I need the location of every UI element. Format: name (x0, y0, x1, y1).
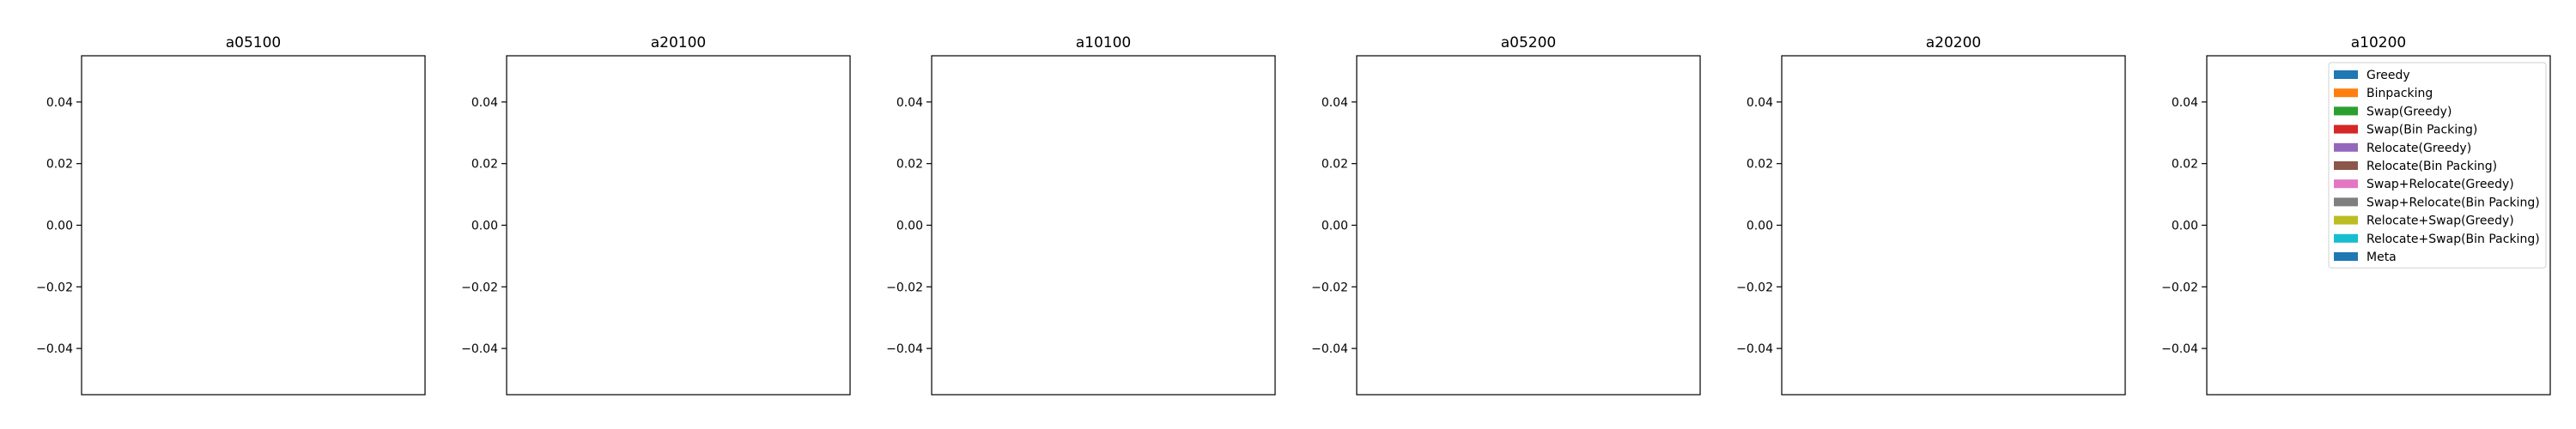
y-tick-label: −0.04 (1311, 342, 1348, 356)
y-tick-label: −0.04 (461, 342, 498, 356)
legend-label: Relocate+Swap(Greedy) (2366, 214, 2514, 228)
y-tick-label: −0.02 (1736, 281, 1773, 294)
subplot-title: a05100 (226, 34, 282, 51)
legend-box (2328, 62, 2547, 269)
legend-swatch (2334, 88, 2358, 98)
legend-swatch (2334, 197, 2358, 207)
y-tick-label: 0.02 (1747, 158, 1773, 172)
y-tick-label: 0.00 (2172, 220, 2198, 233)
legend-swatch (2334, 233, 2358, 243)
y-tick-label: 0.00 (1747, 220, 1773, 233)
legend-label: Greedy (2366, 69, 2410, 82)
subplot-a20100: a20100 0.04 0.02 0.00 −0.02 −0.04 (461, 34, 851, 396)
subplot-a05100: a05100 0.04 0.02 0.00 −0.02 −0.04 (36, 34, 426, 396)
y-tick-label: 0.02 (896, 158, 923, 172)
y-tick-label: 0.02 (1321, 158, 1348, 172)
y-tick-label: −0.04 (2161, 342, 2198, 356)
y-tick-label: −0.02 (1311, 281, 1348, 294)
legend-swatch (2334, 70, 2358, 79)
subplot-title: a20100 (651, 34, 707, 51)
subplot-a10100: a10100 0.04 0.02 0.00 −0.02 −0.04 (886, 34, 1276, 396)
legend-swatch (2334, 179, 2358, 189)
y-tick-label: −0.02 (461, 281, 498, 294)
plot-frame (931, 55, 1276, 396)
y-tick-label: 0.04 (1321, 96, 1348, 110)
subplot-a20200: a20200 0.04 0.02 0.00 −0.02 −0.04 (1736, 34, 2126, 396)
plot-frame (1781, 55, 2126, 396)
y-tick-label: 0.04 (2172, 96, 2198, 110)
legend-label: Swap+Relocate(Greedy) (2366, 178, 2514, 191)
legend-swatch (2334, 124, 2358, 134)
y-tick-label: −0.04 (36, 342, 73, 356)
legend-label: Relocate(Greedy) (2366, 142, 2471, 155)
y-tick-label: 0.04 (896, 96, 923, 110)
subplot-a05200: a05200 0.04 0.02 0.00 −0.02 −0.04 (1311, 34, 1701, 396)
legend: Greedy Binpacking Swap(Greedy) Swap(Bin Pac… (2328, 62, 2547, 269)
plot-frame (506, 55, 851, 396)
subplot-title: a05200 (1501, 34, 1557, 51)
y-tick-label: −0.02 (886, 281, 923, 294)
legend-swatch (2334, 252, 2358, 261)
plot-frame (81, 55, 426, 396)
legend-label: Relocate(Bin Packing) (2366, 160, 2497, 173)
y-tick-label: 0.04 (46, 96, 73, 110)
y-tick-label: −0.02 (36, 281, 73, 294)
y-tick-label: 0.00 (46, 220, 73, 233)
legend-label: Binpacking (2366, 87, 2433, 100)
y-tick-label: 0.04 (471, 96, 498, 110)
y-tick-label: 0.02 (46, 158, 73, 172)
y-tick-label: 0.00 (471, 220, 498, 233)
y-tick-label: 0.00 (896, 220, 923, 233)
y-tick-label: 0.02 (2172, 158, 2198, 172)
legend-label: Swap(Bin Packing) (2366, 124, 2477, 137)
y-tick-label: 0.04 (1747, 96, 1773, 110)
legend-swatch (2334, 161, 2358, 170)
subplot-title: a10100 (1076, 34, 1132, 51)
legend-label: Swap+Relocate(Bin Packing) (2366, 196, 2540, 209)
subplot-title: a10200 (2351, 34, 2407, 51)
y-tick-label: 0.00 (1321, 220, 1348, 233)
legend-swatch (2334, 215, 2358, 225)
plot-frame (1356, 55, 1701, 396)
y-tick-label: −0.02 (2161, 281, 2198, 294)
legend-label: Relocate+Swap(Bin Packing) (2366, 233, 2540, 246)
legend-swatch (2334, 142, 2358, 152)
legend-label: Meta (2366, 251, 2397, 264)
y-tick-label: −0.04 (886, 342, 923, 356)
legend-label: Swap(Greedy) (2366, 105, 2451, 118)
y-tick-label: −0.04 (1736, 342, 1773, 356)
subplot-a10200: a10200 0.04 0.02 0.00 −0.02 −0.04 (2161, 34, 2551, 396)
legend-swatch (2334, 106, 2358, 116)
y-tick-label: 0.02 (471, 158, 498, 172)
subplot-title: a20200 (1926, 34, 1982, 51)
